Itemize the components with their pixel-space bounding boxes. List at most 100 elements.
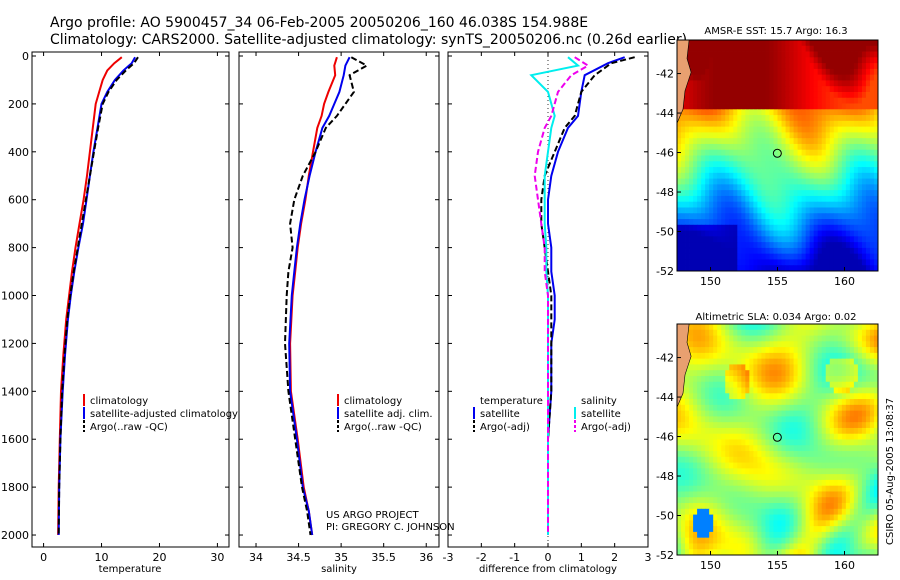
- map-cell: [681, 161, 686, 168]
- map-cell: [869, 381, 875, 388]
- map-cell: [849, 370, 855, 377]
- map-cell: [685, 132, 690, 139]
- map-cell: [853, 40, 859, 47]
- map-cell: [717, 520, 722, 527]
- map-cell: [745, 497, 750, 504]
- map-cell: [861, 97, 867, 104]
- map-cell: [829, 531, 835, 539]
- map-cell: [753, 109, 758, 116]
- map-cell: [789, 149, 794, 156]
- map-cell: [725, 479, 730, 487]
- map-cell: [801, 242, 807, 249]
- map-cell: [685, 445, 690, 452]
- map-cell: [753, 149, 758, 156]
- map-cell: [869, 474, 875, 481]
- map-cell: [757, 195, 762, 203]
- map-cell: [737, 207, 742, 214]
- map-cell: [713, 109, 718, 116]
- map-cell: [797, 520, 803, 527]
- map-cell: [797, 91, 803, 99]
- map-cell: [869, 51, 875, 58]
- map-cell: [845, 537, 851, 544]
- map-cell: [865, 474, 871, 481]
- map-cell: [773, 433, 778, 440]
- map-cell: [869, 109, 875, 116]
- map-cell: [845, 520, 851, 527]
- map-cell: [797, 433, 803, 440]
- map-cell: [709, 468, 714, 475]
- map-cell: [809, 456, 815, 464]
- map-cell: [729, 422, 734, 429]
- map-cell: [789, 474, 794, 481]
- map-cell: [825, 97, 831, 104]
- map-cell: [701, 381, 706, 388]
- map-cell: [713, 115, 718, 122]
- map-cell: [721, 207, 726, 214]
- map-cell: [701, 399, 706, 406]
- map-cell: [809, 526, 815, 533]
- map-cell: [805, 491, 811, 498]
- map-cell: [693, 109, 698, 116]
- map-cell: [825, 399, 831, 406]
- map-cell: [765, 503, 770, 510]
- map-cell: [733, 537, 738, 544]
- map-cell: [817, 531, 823, 539]
- map-cell: [757, 503, 762, 510]
- map-cell: [873, 195, 879, 203]
- map-cell: [849, 335, 855, 342]
- map-cell: [693, 335, 698, 342]
- map-cell: [793, 161, 798, 168]
- map-cell: [833, 51, 839, 58]
- map-cell: [689, 341, 694, 348]
- map-cell: [717, 410, 722, 417]
- map-cell: [789, 40, 794, 47]
- map-cell: [837, 51, 843, 58]
- map-cell: [809, 172, 815, 180]
- map-cell: [777, 172, 782, 180]
- map-cell: [841, 508, 847, 515]
- map-cell: [857, 352, 863, 360]
- map-cell: [789, 439, 794, 446]
- map-cell: [713, 451, 718, 458]
- map-cell: [797, 219, 803, 226]
- map-cell: [869, 335, 875, 342]
- map-cell: [737, 91, 742, 99]
- map-cell: [705, 526, 710, 533]
- map-cell: [785, 531, 790, 539]
- map-cell: [805, 364, 811, 371]
- map-cell: [833, 126, 839, 133]
- map-cell: [745, 115, 750, 122]
- map-cell: [813, 40, 819, 47]
- map-cell: [797, 149, 803, 156]
- map-cell: [741, 514, 746, 521]
- map-cell: [797, 74, 803, 81]
- map-cell: [705, 253, 710, 260]
- map-cell: [861, 468, 867, 475]
- map-cell: [721, 219, 726, 226]
- map-cell: [789, 404, 794, 412]
- map-cell: [777, 74, 782, 81]
- map-cell: [849, 514, 855, 521]
- map-cell: [817, 247, 823, 255]
- map-cell: [849, 422, 855, 429]
- map-cell: [761, 40, 766, 47]
- map-cell: [733, 462, 738, 469]
- map-cell: [833, 485, 839, 492]
- series-argo: [57, 56, 139, 536]
- map-cell: [769, 341, 774, 348]
- map-cell: [713, 138, 718, 145]
- map-cell: [757, 456, 762, 464]
- map-cell: [753, 51, 758, 58]
- map-cell: [765, 491, 770, 498]
- map-cell: [857, 120, 863, 128]
- map-cell: [805, 236, 811, 243]
- map-cell: [873, 497, 879, 504]
- map-cell: [817, 462, 823, 469]
- map-cell: [829, 86, 835, 93]
- map-cell: [693, 549, 698, 556]
- map-cell: [697, 259, 702, 266]
- map-cell: [861, 236, 867, 243]
- map-cell: [721, 253, 726, 260]
- map-cell: [857, 51, 863, 58]
- map-cell: [869, 219, 875, 226]
